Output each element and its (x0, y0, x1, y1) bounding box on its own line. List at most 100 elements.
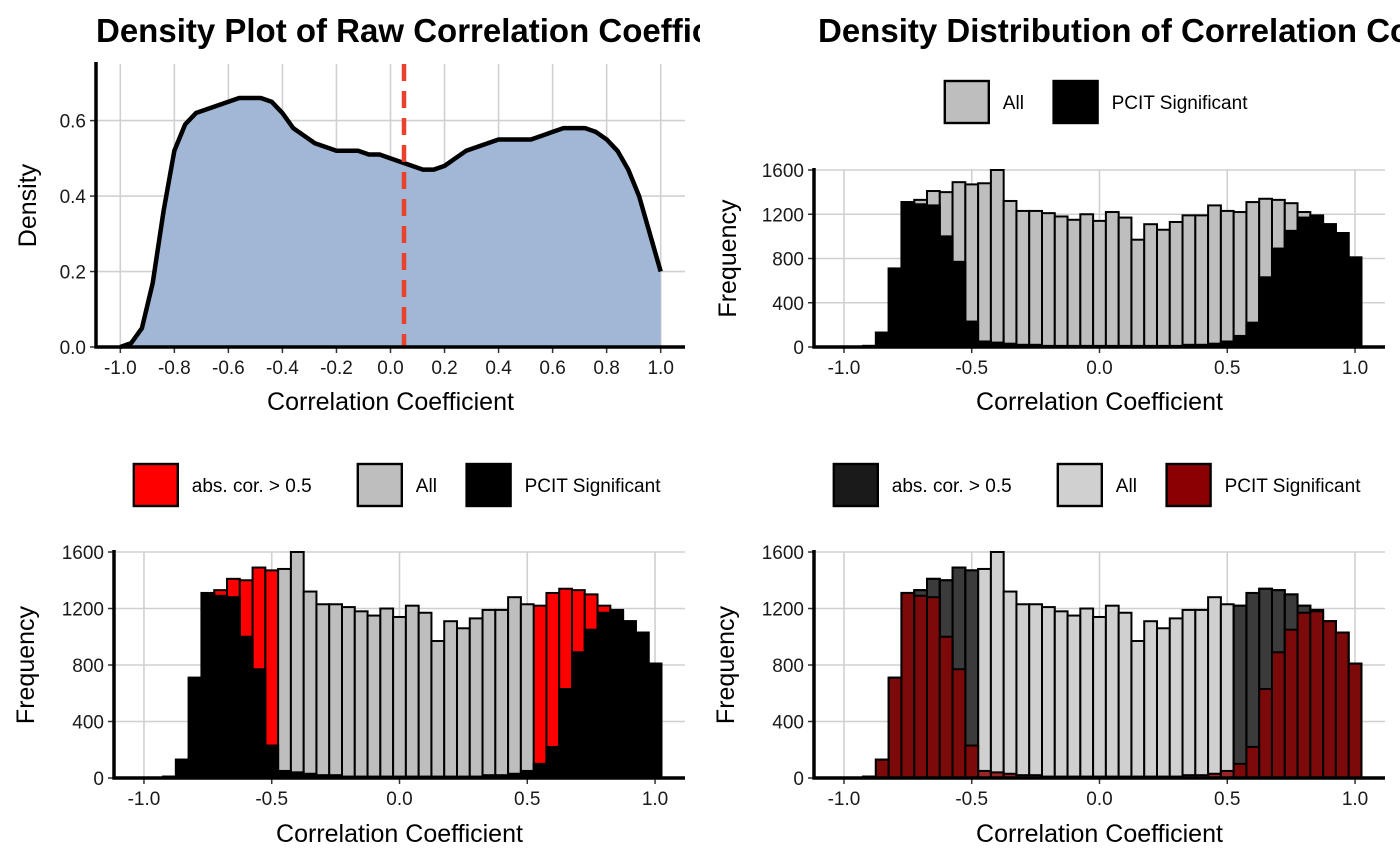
x-tick-label: -1.0 (828, 358, 861, 379)
histogram-bar (1168, 220, 1184, 348)
x-tick-label: 0.0 (1086, 789, 1112, 810)
histogram-bar (1194, 214, 1210, 348)
x-tick-label: 0.0 (1086, 358, 1112, 379)
legend-swatch (832, 462, 879, 508)
histogram-bar (913, 594, 929, 779)
y-tick-label: 1200 (762, 205, 804, 226)
histogram-bar (1181, 608, 1197, 779)
histogram-bar (341, 606, 356, 780)
histogram-panel-bottom-right: -1.0 -0.5 0.0 0.5 1.0 0 400 800 1200 1600 abs. cor… (712, 462, 1385, 848)
legend-label: All (1116, 476, 1137, 497)
histogram-bar (1028, 209, 1044, 348)
legend-label: abs. cor. > 0.5 (892, 476, 1012, 497)
legend-label: PCIT Significant (525, 476, 662, 497)
histogram-bar (989, 551, 1005, 779)
histogram-bar (519, 603, 535, 780)
histogram-bar (328, 603, 344, 780)
histogram-bar (964, 744, 980, 780)
histogram-bar (1168, 617, 1184, 780)
histogram-bar (1232, 211, 1248, 348)
histogram-bar (989, 169, 1005, 348)
y-tick-label: 0 (793, 338, 804, 359)
histogram-bar (353, 610, 369, 780)
y-tick-label: 800 (772, 250, 804, 271)
legend-swatch (1165, 462, 1212, 508)
histogram-bar (1143, 620, 1158, 780)
histogram-bar (1347, 256, 1363, 348)
histogram-bar (455, 627, 471, 780)
x-tick-label: 0.0 (377, 358, 403, 379)
histogram-bar (1283, 628, 1299, 779)
x-tick-label: 0.8 (593, 358, 619, 379)
x-tick-label: 0.2 (431, 358, 457, 379)
histogram-bar (1104, 604, 1120, 779)
x-tick-label: -1.0 (828, 789, 861, 810)
histogram-bar (1079, 213, 1095, 348)
density-area (120, 97, 661, 348)
x-tick-label: 0.6 (539, 358, 565, 379)
histogram-bar (938, 635, 954, 779)
histogram-bar (238, 635, 254, 779)
legend-swatch (1056, 462, 1104, 508)
y-tick-label: 0 (793, 769, 804, 790)
histogram-bar (1207, 204, 1222, 348)
histogram-bar (187, 676, 203, 780)
histogram-bar (1194, 608, 1210, 779)
histogram-bar (938, 235, 954, 348)
histogram-bar (609, 610, 625, 780)
y-axis-label: Frequency (714, 199, 742, 318)
histogram-bar (887, 676, 903, 780)
chart-title: Density Distribution of Correlation Coef… (818, 12, 1400, 49)
x-tick-label: 0.4 (485, 358, 512, 379)
y-tick-label: 400 (772, 294, 804, 315)
histogram-bar (1283, 229, 1299, 348)
histogram-bar (1322, 223, 1337, 348)
histogram-bar (1028, 603, 1044, 780)
histogram-bar (315, 603, 331, 780)
x-tick-label: -0.8 (158, 358, 191, 379)
histogram-bar (1181, 214, 1197, 348)
legend-swatch (356, 462, 403, 508)
histogram-bar (1245, 321, 1261, 349)
y-tick-label: 0.2 (60, 263, 86, 284)
histogram-bar (647, 662, 663, 780)
histogram-bar (1079, 607, 1095, 779)
histogram-bar (1334, 631, 1350, 780)
y-tick-label: 0 (93, 769, 104, 790)
chart-title: Density Plot of Raw Correlation Coeffici… (96, 12, 787, 49)
histogram-bar (1092, 615, 1107, 779)
histogram-bar (900, 201, 916, 348)
y-tick-label: 0.0 (60, 338, 86, 359)
histogram-bar (545, 745, 561, 779)
x-tick-label: -0.5 (955, 789, 988, 810)
histogram-bar (1041, 606, 1056, 780)
histogram-panel-top-right: Density Distribution of Correlation Coef… (714, 12, 1400, 416)
y-tick-label: 1600 (762, 543, 804, 564)
y-tick-label: 800 (72, 656, 104, 677)
y-tick-label: 0.6 (60, 112, 86, 133)
histogram-bar (392, 615, 407, 779)
histogram-bar (1117, 216, 1133, 348)
histogram-bar (1117, 611, 1133, 779)
histogram-bar (1270, 651, 1286, 779)
x-tick-label: -0.2 (320, 358, 353, 379)
histogram-bar (913, 203, 929, 348)
histogram-bar (583, 628, 599, 779)
histogram-bar (1053, 610, 1069, 780)
histogram-bar (1232, 604, 1248, 779)
density-line (119, 95, 663, 350)
histogram-bar (1066, 218, 1082, 348)
legend-swatch (132, 462, 180, 508)
x-tick-label: -0.5 (255, 789, 288, 810)
histogram-bar (1258, 276, 1273, 348)
histogram-bar (417, 611, 433, 779)
histogram-bar (1309, 215, 1325, 348)
legend-label: PCIT Significant (1112, 93, 1249, 114)
histogram-bar (379, 607, 395, 779)
histogram-bar (1219, 603, 1235, 780)
x-tick-label: 1.0 (1342, 358, 1368, 379)
y-tick-label: 1600 (62, 543, 104, 564)
histogram-bar (964, 320, 980, 348)
histogram-bar (1334, 232, 1350, 348)
histogram-bar (1232, 762, 1248, 779)
